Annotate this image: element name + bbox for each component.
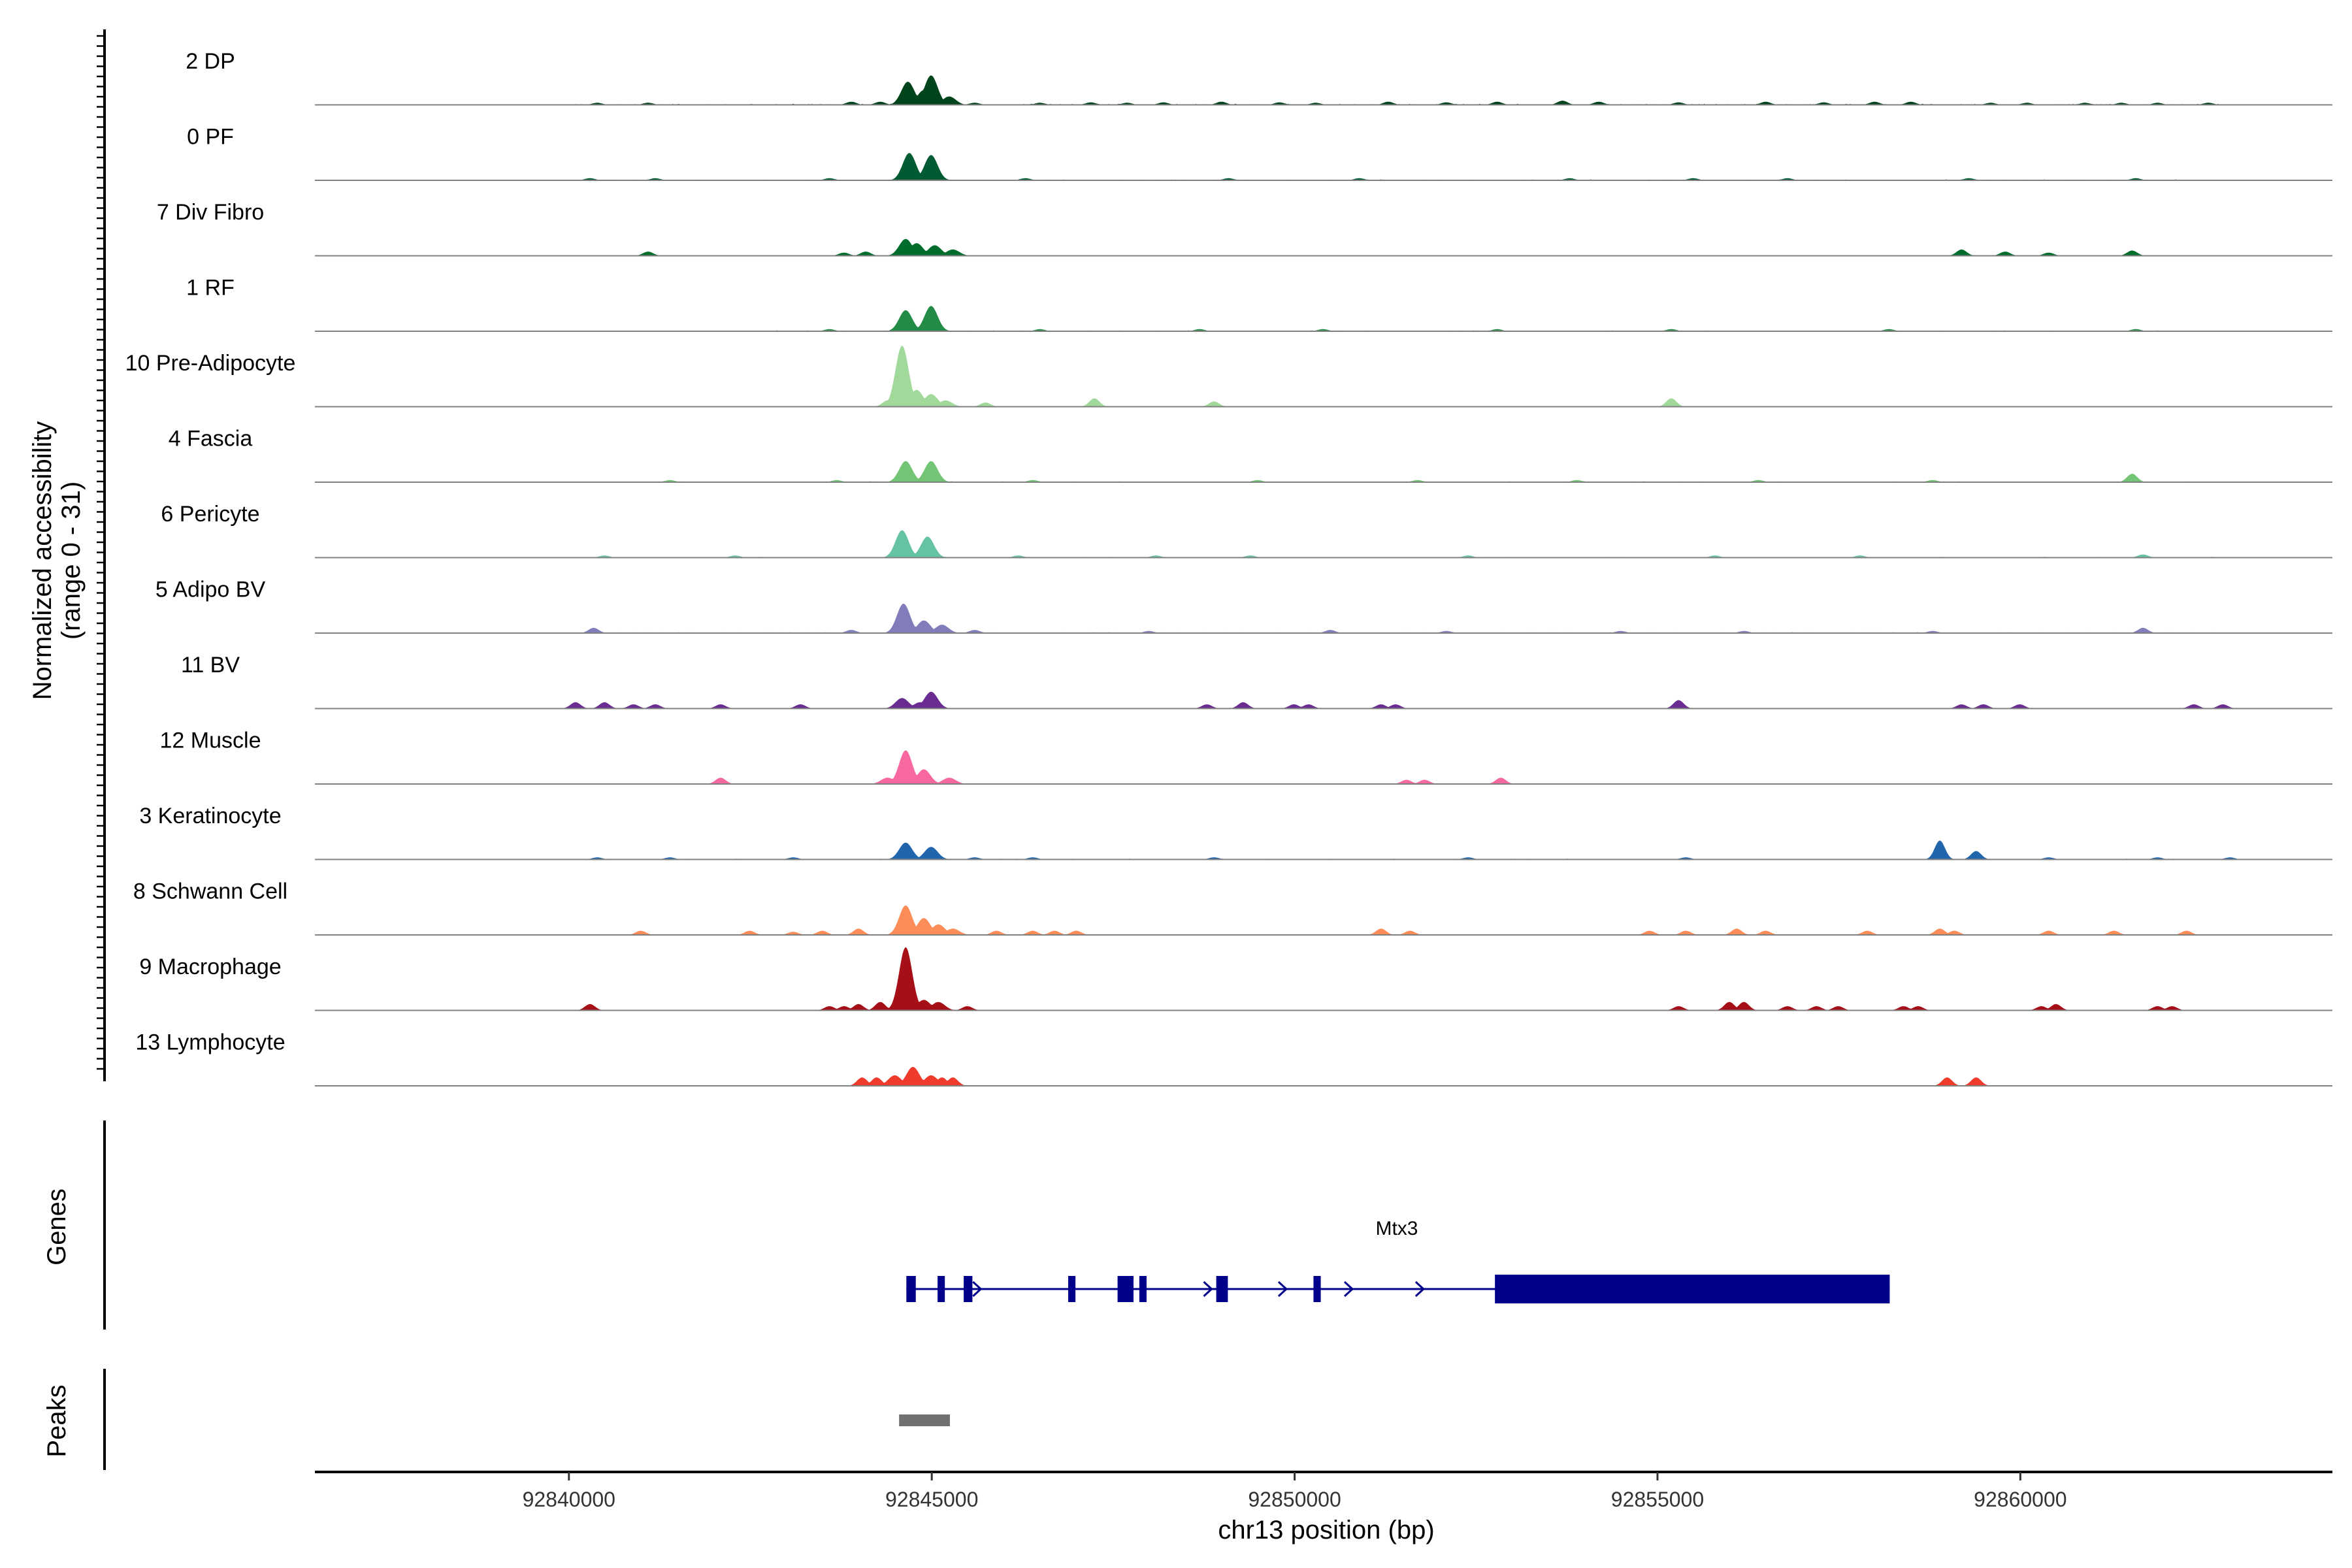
track-10-pre-adipocyte: 10 Pre-Adipocyte <box>125 346 2332 408</box>
coverage-area <box>315 306 2332 331</box>
track-label: 4 Fascia <box>169 427 253 451</box>
strand-arrow <box>1414 1281 1426 1298</box>
track-1-rf: 1 RF <box>186 276 2332 332</box>
coverage-area <box>315 905 2332 935</box>
x-tick-label: 92840000 <box>523 1488 615 1511</box>
x-tick-label: 92860000 <box>1974 1488 2066 1511</box>
track-label: 13 Lymphocyte <box>135 1030 285 1055</box>
track-label: 5 Adipo BV <box>155 578 266 602</box>
coverage-area <box>315 75 2332 105</box>
track-5-adipo-bv: 5 Adipo BV <box>155 578 2332 634</box>
coverage-area <box>315 153 2332 180</box>
exon-9 <box>1495 1275 1890 1303</box>
track-label: 11 BV <box>181 653 240 678</box>
exon-1 <box>906 1276 916 1302</box>
coverage-area <box>315 750 2332 784</box>
track-11-bv: 11 BV <box>181 653 2332 710</box>
x-tick-label: 92850000 <box>1248 1488 1341 1511</box>
track-2-dp: 2 DP <box>186 49 2332 106</box>
coverage-area <box>315 461 2332 482</box>
coverage-y-ticks <box>97 35 105 1070</box>
exon-3 <box>964 1276 973 1302</box>
track-12-muscle: 12 Muscle <box>160 728 2332 785</box>
coverage-area <box>315 238 2332 256</box>
x-axis-ticks: 92840000 92845000 92850000 92855000 92860000 <box>523 1472 2067 1511</box>
track-label: 0 PF <box>187 125 234 150</box>
exon-5 <box>1117 1276 1134 1302</box>
track-6-pericyte: 6 Pericyte <box>161 502 2332 559</box>
track-label: 10 Pre-Adipocyte <box>125 351 296 376</box>
peaks-ylabel: Peaks <box>42 1384 71 1457</box>
strand-arrow <box>1203 1281 1213 1298</box>
track-13-lymphocyte: 13 Lymphocyte <box>135 1030 2332 1086</box>
track-7-div-fibro: 7 Div Fibro <box>157 200 2332 257</box>
track-8-schwann-cell: 8 Schwann Cell <box>133 879 2332 936</box>
exon-7 <box>1216 1276 1228 1302</box>
coverage-area <box>315 530 2332 558</box>
coverage-area <box>315 840 2332 860</box>
peaks-layer <box>899 1414 950 1426</box>
exon-2 <box>938 1276 945 1302</box>
track-label: 8 Schwann Cell <box>133 879 287 904</box>
track-4-fascia: 4 Fascia <box>169 427 2332 483</box>
track-label: 7 Div Fibro <box>157 200 264 225</box>
gene-model-mtx3 <box>906 1275 1890 1303</box>
track-label: 2 DP <box>186 49 235 74</box>
strand-arrow <box>1277 1281 1288 1298</box>
coverage-tracks: 2 DP 0 PF 7 Div Fibro 1 RF 10 Pre-Adipocyte 4… <box>125 49 2332 1086</box>
peak-region <box>899 1414 950 1426</box>
x-tick-label: 92855000 <box>1611 1488 1704 1511</box>
coverage-area <box>315 1067 2332 1086</box>
x-tick-label: 92845000 <box>885 1488 978 1511</box>
track-label: 3 Keratinocyte <box>139 804 281 828</box>
genes-ylabel: Genes <box>42 1188 71 1266</box>
track-label: 9 Macrophage <box>139 955 281 979</box>
coverage-ylabel-line2: (range 0 - 31) <box>57 482 86 640</box>
exon-6 <box>1139 1276 1147 1302</box>
coverage-area <box>315 947 2332 1011</box>
track-label: 1 RF <box>186 276 235 301</box>
coverage-ylabel-line1: Normalized accessibility <box>28 421 57 700</box>
strand-arrow <box>1343 1281 1354 1298</box>
strand-arrow <box>972 1281 983 1298</box>
track-label: 6 Pericyte <box>161 502 259 527</box>
coverage-area <box>315 691 2332 709</box>
exon-4 <box>1068 1276 1076 1302</box>
track-3-keratinocyte: 3 Keratinocyte <box>139 804 2332 860</box>
track-9-macrophage: 9 Macrophage <box>139 947 2332 1011</box>
coverage-area <box>315 604 2332 633</box>
track-0-pf: 0 PF <box>187 125 2332 181</box>
coverage-area <box>315 346 2332 407</box>
exon-8 <box>1313 1276 1321 1302</box>
x-axis-title: chr13 position (bp) <box>1218 1516 1434 1544</box>
gene-label-mtx3: Mtx3 <box>1375 1218 1418 1239</box>
track-label: 12 Muscle <box>160 728 261 753</box>
